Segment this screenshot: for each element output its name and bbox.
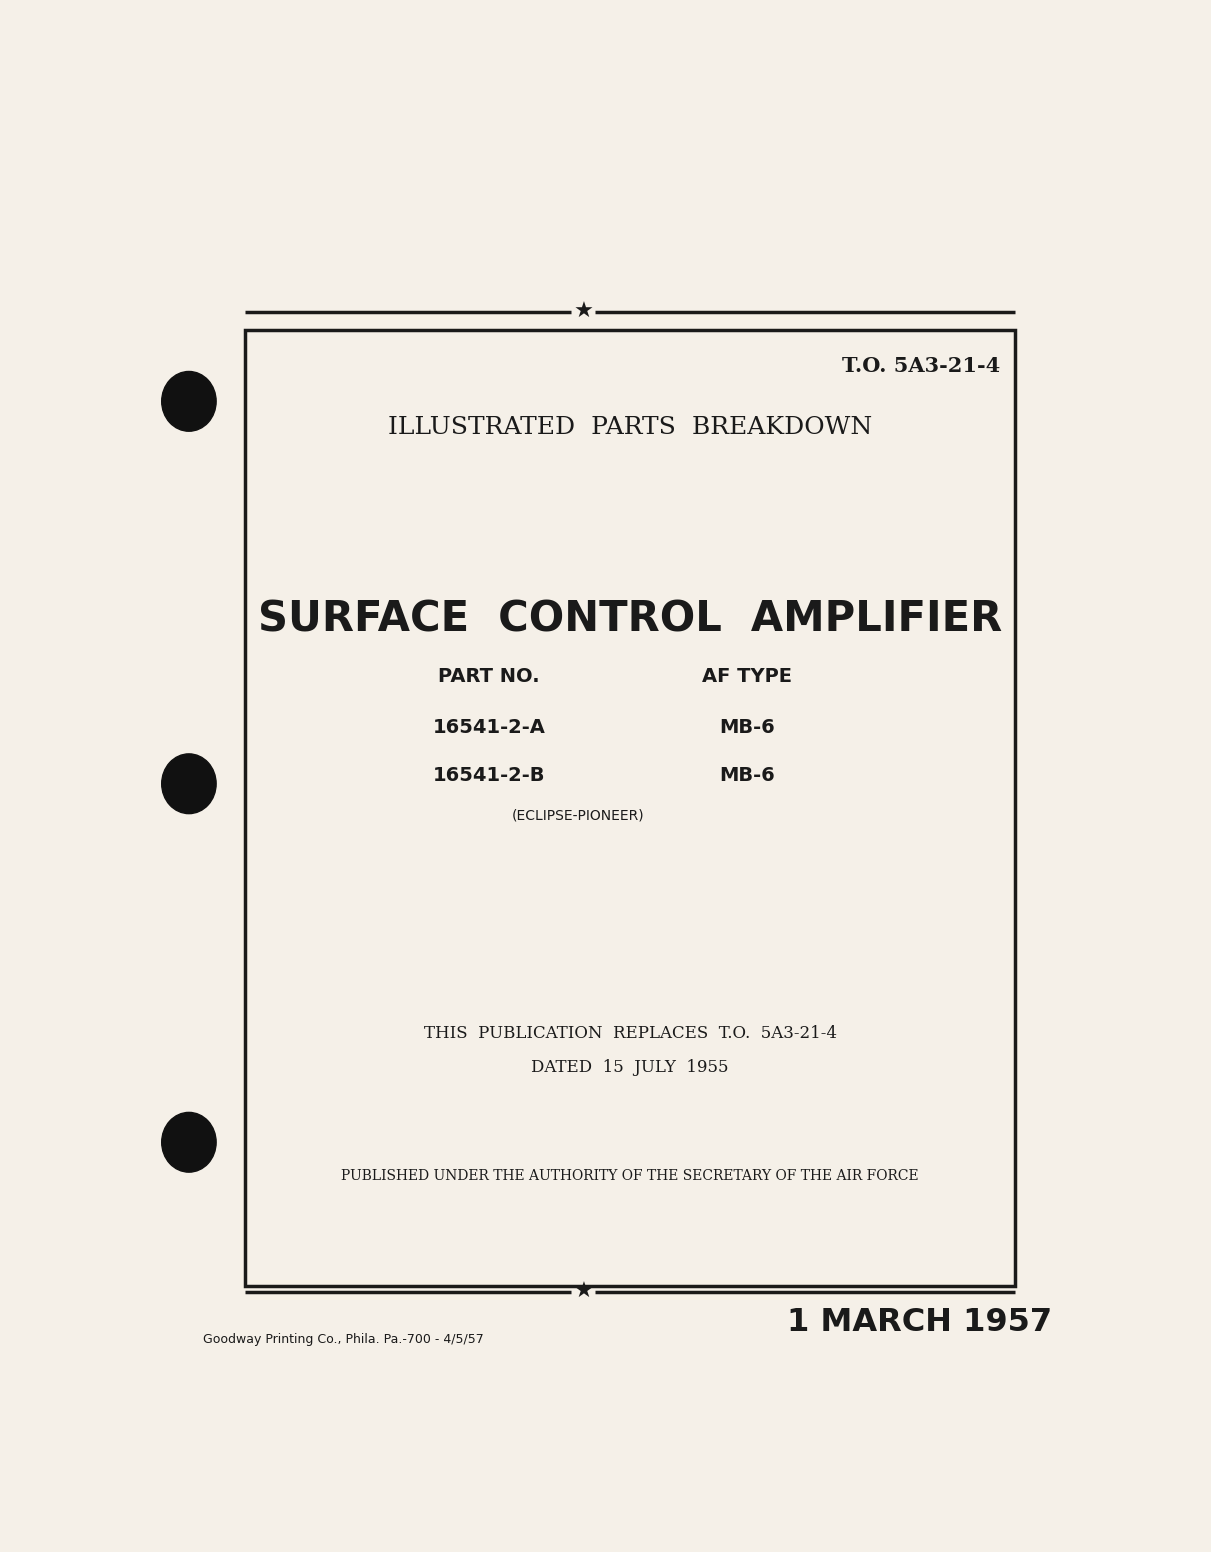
- Text: 1 MARCH 1957: 1 MARCH 1957: [787, 1307, 1052, 1338]
- Bar: [245, 329, 1015, 1285]
- Text: (ECLIPSE-PIONEER): (ECLIPSE-PIONEER): [512, 809, 644, 823]
- Ellipse shape: [162, 1113, 216, 1172]
- Ellipse shape: [162, 371, 216, 431]
- Text: 16541-2-B: 16541-2-B: [434, 765, 545, 785]
- Text: SURFACE  CONTROL  AMPLIFIER: SURFACE CONTROL AMPLIFIER: [258, 599, 1003, 641]
- Text: PUBLISHED UNDER THE AUTHORITY OF THE SECRETARY OF THE AIR FORCE: PUBLISHED UNDER THE AUTHORITY OF THE SEC…: [342, 1169, 919, 1183]
- Text: ILLUSTRATED  PARTS  BREAKDOWN: ILLUSTRATED PARTS BREAKDOWN: [388, 416, 872, 439]
- Text: ★: ★: [573, 1282, 593, 1302]
- Text: MB-6: MB-6: [719, 765, 775, 785]
- Text: DATED  15  JULY  1955: DATED 15 JULY 1955: [532, 1058, 729, 1076]
- Text: MB-6: MB-6: [719, 719, 775, 737]
- Text: 16541-2-A: 16541-2-A: [432, 719, 546, 737]
- Text: Goodway Printing Co., Phila. Pa.-700 - 4/5/57: Goodway Printing Co., Phila. Pa.-700 - 4…: [203, 1333, 483, 1347]
- Ellipse shape: [162, 754, 216, 813]
- Text: ★: ★: [573, 301, 593, 321]
- Text: THIS  PUBLICATION  REPLACES  T.O.  5A3-21-4: THIS PUBLICATION REPLACES T.O. 5A3-21-4: [424, 1026, 837, 1041]
- Text: T.O. 5A3-21-4: T.O. 5A3-21-4: [843, 355, 1000, 376]
- Text: AF TYPE: AF TYPE: [702, 667, 792, 686]
- Text: PART NO.: PART NO.: [438, 667, 540, 686]
